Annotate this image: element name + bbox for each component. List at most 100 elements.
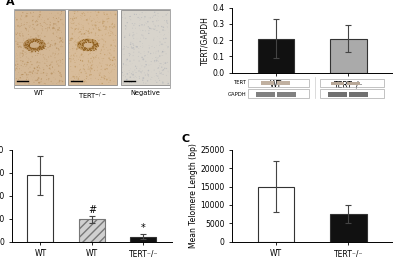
Point <box>85 38 92 42</box>
Point <box>158 71 164 76</box>
Point <box>25 42 32 47</box>
Point <box>32 41 38 45</box>
Point <box>40 43 46 47</box>
Point <box>82 50 89 54</box>
Point <box>142 29 149 33</box>
Point <box>79 80 85 85</box>
Bar <box>14 9 170 88</box>
Point <box>136 27 142 31</box>
Point <box>36 14 42 18</box>
Point <box>96 72 103 76</box>
Point <box>14 65 21 69</box>
Point <box>160 80 166 84</box>
Point <box>97 71 103 75</box>
Point <box>100 49 106 53</box>
Point <box>25 43 31 48</box>
Point <box>90 46 96 50</box>
Point <box>20 49 26 53</box>
Point <box>162 40 168 44</box>
Point <box>110 38 116 42</box>
Point <box>80 24 86 28</box>
Point <box>23 45 30 49</box>
Point <box>21 68 27 72</box>
Point <box>149 15 155 19</box>
Point <box>48 65 54 69</box>
Point <box>68 77 74 81</box>
Point <box>16 26 23 30</box>
Point <box>87 14 94 18</box>
Point <box>92 44 98 48</box>
Point <box>144 71 150 75</box>
Point <box>24 43 31 48</box>
Point <box>23 28 30 32</box>
Point <box>23 72 30 76</box>
Point <box>87 60 94 64</box>
Point <box>42 34 48 39</box>
Point <box>156 36 163 41</box>
Point <box>52 68 58 72</box>
Point <box>96 41 102 45</box>
Point <box>90 42 96 46</box>
Point <box>154 56 160 60</box>
Point <box>102 14 109 18</box>
Point <box>80 34 86 39</box>
Point <box>111 75 117 79</box>
Point <box>70 45 77 49</box>
Point <box>72 51 78 55</box>
Bar <box>120 11 170 85</box>
Point <box>108 61 114 65</box>
Point <box>164 19 170 23</box>
Point <box>16 63 23 67</box>
Point <box>55 20 62 24</box>
Point <box>82 47 88 51</box>
Point <box>86 47 92 51</box>
Point <box>152 79 158 83</box>
Point <box>88 67 95 71</box>
Point <box>84 38 90 42</box>
Point <box>22 42 28 46</box>
Point <box>132 22 138 26</box>
Point <box>72 60 79 64</box>
Point <box>53 16 60 21</box>
Point <box>22 41 28 45</box>
Point <box>94 20 100 24</box>
Point <box>15 31 22 35</box>
Point <box>57 70 63 74</box>
Point <box>92 43 98 47</box>
Point <box>162 29 168 33</box>
Point <box>95 27 102 31</box>
Point <box>14 44 20 48</box>
Point <box>81 41 88 45</box>
Point <box>93 44 99 48</box>
Point <box>92 38 98 42</box>
Point <box>52 21 58 25</box>
Point <box>74 40 80 44</box>
Point <box>103 45 110 50</box>
Point <box>83 44 90 48</box>
Point <box>104 51 111 55</box>
Point <box>104 78 110 82</box>
Point <box>131 33 137 37</box>
Point <box>56 79 63 83</box>
Point <box>30 37 36 41</box>
Point <box>32 46 38 50</box>
Point <box>68 65 74 69</box>
Point <box>138 59 144 63</box>
Point <box>84 74 90 78</box>
Point <box>80 32 87 36</box>
Point <box>86 67 92 71</box>
Point <box>108 12 114 16</box>
Point <box>104 53 110 58</box>
Point <box>120 47 126 51</box>
Point <box>30 11 37 15</box>
Point <box>79 35 85 39</box>
Point <box>44 78 50 82</box>
Point <box>80 25 86 29</box>
Point <box>132 68 138 72</box>
Point <box>36 44 42 48</box>
Point <box>82 32 88 36</box>
Point <box>100 50 106 54</box>
Point <box>14 53 20 57</box>
Point <box>126 16 132 20</box>
Point <box>37 80 43 84</box>
